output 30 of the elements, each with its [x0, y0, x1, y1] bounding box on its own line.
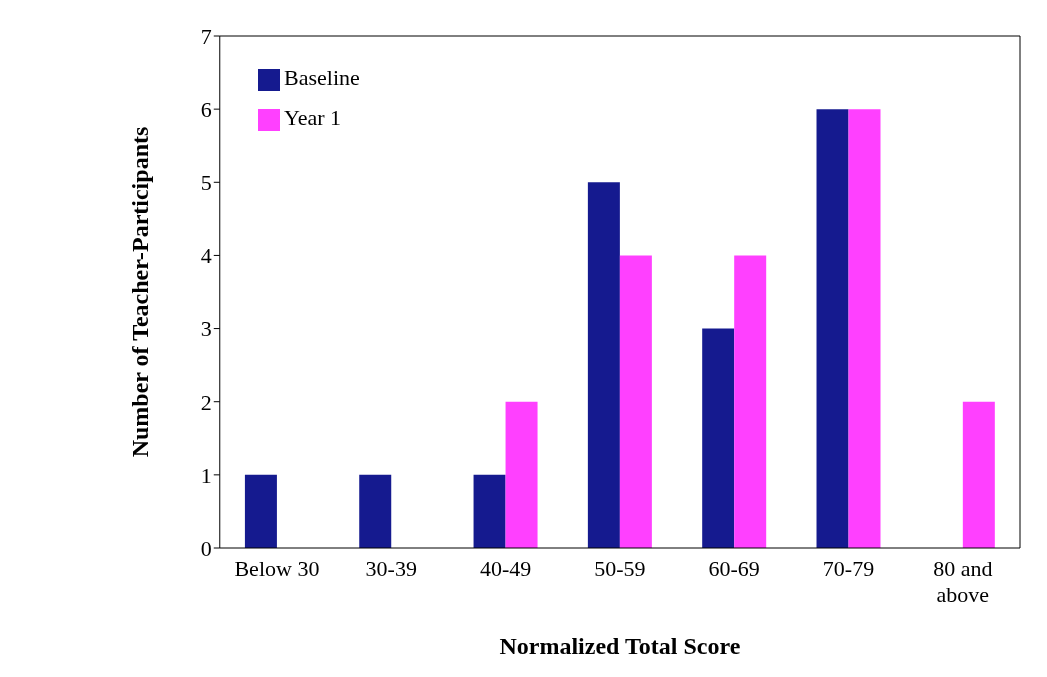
bar [848, 109, 881, 548]
legend-label: Year 1 [284, 105, 342, 130]
bar [505, 401, 538, 548]
x-tick-label: 70-79 [822, 556, 875, 581]
bar [359, 474, 392, 548]
bar [619, 255, 652, 548]
x-tick-label: Below 30 [234, 556, 320, 581]
bar [244, 474, 277, 548]
x-axis-title: Normalized Total Score [499, 633, 741, 659]
y-tick-label: 3 [200, 316, 212, 342]
bar [816, 109, 849, 548]
bar [734, 255, 767, 548]
x-tick-label: 40-49 [479, 556, 532, 581]
y-tick-label: 6 [200, 96, 212, 122]
y-tick-label: 0 [200, 535, 212, 561]
x-tick-label: 60-69 [708, 556, 760, 581]
y-tick-label: 4 [200, 243, 212, 269]
y-tick-label: 2 [200, 389, 212, 415]
x-tick-label: 30-39 [365, 556, 417, 581]
bar [962, 401, 995, 548]
legend-label: Baseline [284, 65, 360, 90]
y-tick-label: 5 [200, 170, 212, 196]
bar [702, 328, 735, 548]
y-tick-label: 7 [200, 23, 212, 49]
x-tick-label: 50-59 [594, 556, 646, 581]
y-tick-label: 1 [200, 462, 212, 488]
bar [587, 182, 620, 548]
x-tick-label: 80 and above [933, 556, 993, 607]
bar [473, 474, 506, 548]
y-axis-title: Number of Teacher-Participants [127, 126, 154, 458]
